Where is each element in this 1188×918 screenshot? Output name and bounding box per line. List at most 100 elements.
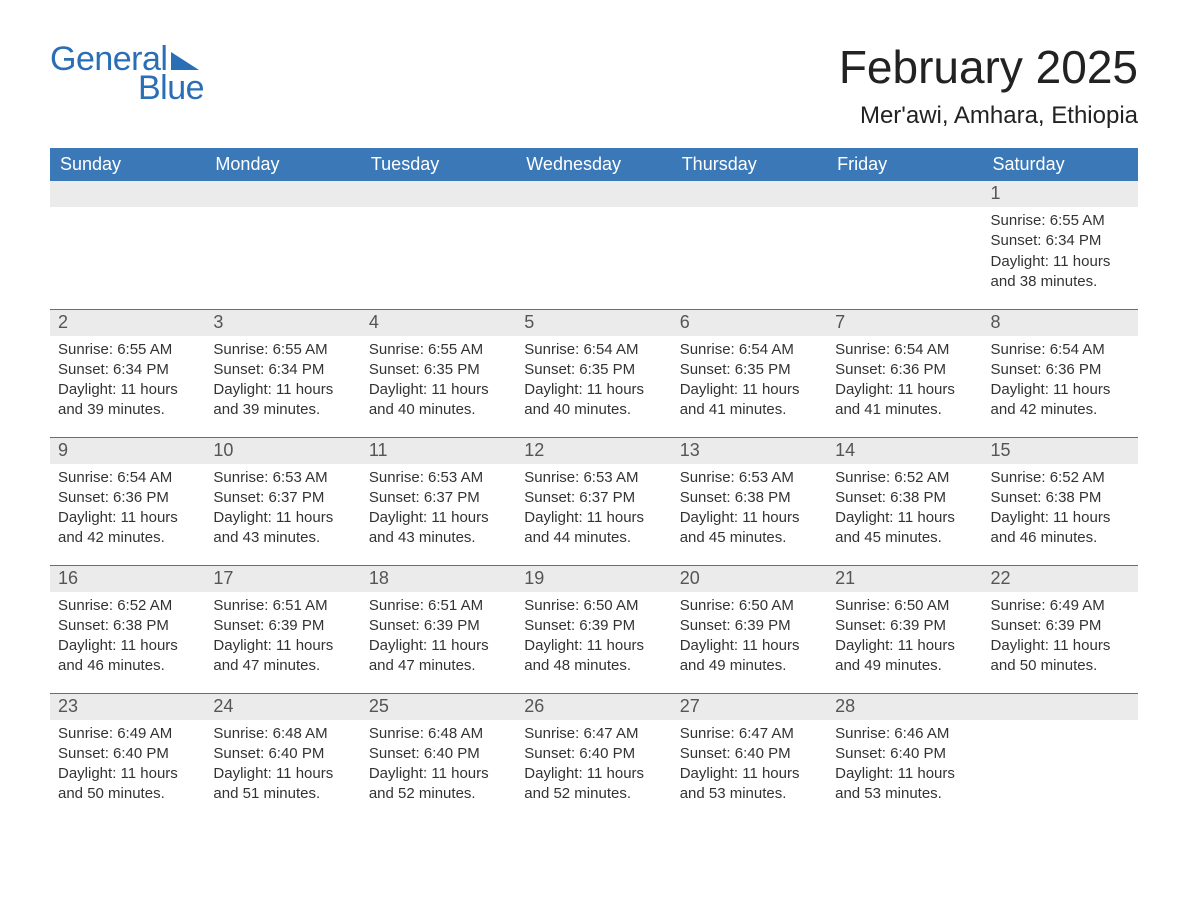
- day-number-empty: [50, 181, 205, 207]
- sunset-text: Sunset: 6:35 PM: [369, 360, 508, 380]
- sunrise-text: Sunrise: 6:48 AM: [369, 724, 508, 744]
- sunset-text: Sunset: 6:39 PM: [680, 616, 819, 636]
- day-cell: 28Sunrise: 6:46 AMSunset: 6:40 PMDayligh…: [827, 693, 982, 821]
- sunrise-text: Sunrise: 6:54 AM: [991, 340, 1130, 360]
- day-body: Sunrise: 6:55 AMSunset: 6:34 PMDaylight:…: [50, 336, 205, 425]
- day-cell: 4Sunrise: 6:55 AMSunset: 6:35 PMDaylight…: [361, 309, 516, 437]
- sunset-text: Sunset: 6:39 PM: [991, 616, 1130, 636]
- day-number: 28: [827, 694, 982, 720]
- sunset-text: Sunset: 6:34 PM: [58, 360, 197, 380]
- day-cell: 23Sunrise: 6:49 AMSunset: 6:40 PMDayligh…: [50, 693, 205, 821]
- day-number: 10: [205, 438, 360, 464]
- day-number: 22: [983, 566, 1138, 592]
- calendar-table: Sunday Monday Tuesday Wednesday Thursday…: [50, 148, 1138, 821]
- sunset-text: Sunset: 6:34 PM: [991, 231, 1130, 251]
- day-body: Sunrise: 6:52 AMSunset: 6:38 PMDaylight:…: [827, 464, 982, 553]
- daylight-text: Daylight: 11 hours and 43 minutes.: [369, 508, 508, 549]
- daylight-text: Daylight: 11 hours and 50 minutes.: [58, 764, 197, 805]
- sunrise-text: Sunrise: 6:47 AM: [680, 724, 819, 744]
- day-body: Sunrise: 6:51 AMSunset: 6:39 PMDaylight:…: [361, 592, 516, 681]
- col-saturday: Saturday: [983, 148, 1138, 181]
- daylight-text: Daylight: 11 hours and 40 minutes.: [369, 380, 508, 421]
- day-body: Sunrise: 6:53 AMSunset: 6:37 PMDaylight:…: [516, 464, 671, 553]
- day-number-empty: [361, 181, 516, 207]
- sunrise-text: Sunrise: 6:55 AM: [58, 340, 197, 360]
- day-number-empty: [983, 694, 1138, 720]
- daylight-text: Daylight: 11 hours and 42 minutes.: [58, 508, 197, 549]
- sunrise-text: Sunrise: 6:53 AM: [369, 468, 508, 488]
- day-cell: 18Sunrise: 6:51 AMSunset: 6:39 PMDayligh…: [361, 565, 516, 693]
- day-number-empty: [827, 181, 982, 207]
- logo-triangle-icon: [171, 52, 199, 70]
- sunset-text: Sunset: 6:40 PM: [835, 744, 974, 764]
- day-cell: 13Sunrise: 6:53 AMSunset: 6:38 PMDayligh…: [672, 437, 827, 565]
- sunset-text: Sunset: 6:34 PM: [213, 360, 352, 380]
- day-number: 19: [516, 566, 671, 592]
- day-cell: [205, 181, 360, 309]
- sunrise-text: Sunrise: 6:50 AM: [835, 596, 974, 616]
- day-body: Sunrise: 6:54 AMSunset: 6:35 PMDaylight:…: [516, 336, 671, 425]
- sunset-text: Sunset: 6:40 PM: [213, 744, 352, 764]
- day-cell: 19Sunrise: 6:50 AMSunset: 6:39 PMDayligh…: [516, 565, 671, 693]
- day-body: Sunrise: 6:50 AMSunset: 6:39 PMDaylight:…: [516, 592, 671, 681]
- day-body: Sunrise: 6:47 AMSunset: 6:40 PMDaylight:…: [672, 720, 827, 809]
- sunset-text: Sunset: 6:38 PM: [991, 488, 1130, 508]
- day-body: Sunrise: 6:54 AMSunset: 6:36 PMDaylight:…: [50, 464, 205, 553]
- daylight-text: Daylight: 11 hours and 39 minutes.: [58, 380, 197, 421]
- day-cell: [516, 181, 671, 309]
- day-body: Sunrise: 6:48 AMSunset: 6:40 PMDaylight:…: [205, 720, 360, 809]
- month-title: February 2025: [839, 40, 1138, 94]
- sunrise-text: Sunrise: 6:55 AM: [991, 211, 1130, 231]
- sunset-text: Sunset: 6:38 PM: [680, 488, 819, 508]
- day-body: Sunrise: 6:49 AMSunset: 6:40 PMDaylight:…: [50, 720, 205, 809]
- day-number: 1: [983, 181, 1138, 207]
- day-body: Sunrise: 6:54 AMSunset: 6:35 PMDaylight:…: [672, 336, 827, 425]
- day-body: Sunrise: 6:53 AMSunset: 6:37 PMDaylight:…: [205, 464, 360, 553]
- day-cell: [827, 181, 982, 309]
- sunset-text: Sunset: 6:40 PM: [524, 744, 663, 764]
- day-cell: [672, 181, 827, 309]
- day-cell: 10Sunrise: 6:53 AMSunset: 6:37 PMDayligh…: [205, 437, 360, 565]
- day-cell: 16Sunrise: 6:52 AMSunset: 6:38 PMDayligh…: [50, 565, 205, 693]
- sunset-text: Sunset: 6:37 PM: [213, 488, 352, 508]
- day-cell: 2Sunrise: 6:55 AMSunset: 6:34 PMDaylight…: [50, 309, 205, 437]
- day-number: 25: [361, 694, 516, 720]
- day-number: 4: [361, 310, 516, 336]
- sunrise-text: Sunrise: 6:49 AM: [991, 596, 1130, 616]
- location-subtitle: Mer'awi, Amhara, Ethiopia: [839, 102, 1138, 130]
- day-number: 2: [50, 310, 205, 336]
- week-row: 23Sunrise: 6:49 AMSunset: 6:40 PMDayligh…: [50, 693, 1138, 821]
- daylight-text: Daylight: 11 hours and 48 minutes.: [524, 636, 663, 677]
- day-cell: 7Sunrise: 6:54 AMSunset: 6:36 PMDaylight…: [827, 309, 982, 437]
- day-number: 17: [205, 566, 360, 592]
- day-cell: 17Sunrise: 6:51 AMSunset: 6:39 PMDayligh…: [205, 565, 360, 693]
- sunset-text: Sunset: 6:39 PM: [524, 616, 663, 636]
- sunset-text: Sunset: 6:36 PM: [991, 360, 1130, 380]
- day-number: 27: [672, 694, 827, 720]
- day-body: Sunrise: 6:47 AMSunset: 6:40 PMDaylight:…: [516, 720, 671, 809]
- sunset-text: Sunset: 6:40 PM: [58, 744, 197, 764]
- day-cell: 24Sunrise: 6:48 AMSunset: 6:40 PMDayligh…: [205, 693, 360, 821]
- day-number: 26: [516, 694, 671, 720]
- sunset-text: Sunset: 6:35 PM: [680, 360, 819, 380]
- sunrise-text: Sunrise: 6:53 AM: [213, 468, 352, 488]
- day-body: Sunrise: 6:54 AMSunset: 6:36 PMDaylight:…: [983, 336, 1138, 425]
- day-cell: 6Sunrise: 6:54 AMSunset: 6:35 PMDaylight…: [672, 309, 827, 437]
- sunset-text: Sunset: 6:36 PM: [58, 488, 197, 508]
- sunrise-text: Sunrise: 6:52 AM: [58, 596, 197, 616]
- day-cell: 20Sunrise: 6:50 AMSunset: 6:39 PMDayligh…: [672, 565, 827, 693]
- sunset-text: Sunset: 6:38 PM: [58, 616, 197, 636]
- day-number: 15: [983, 438, 1138, 464]
- day-number: 24: [205, 694, 360, 720]
- day-number: 21: [827, 566, 982, 592]
- day-number-empty: [516, 181, 671, 207]
- day-body: Sunrise: 6:53 AMSunset: 6:37 PMDaylight:…: [361, 464, 516, 553]
- day-cell: 14Sunrise: 6:52 AMSunset: 6:38 PMDayligh…: [827, 437, 982, 565]
- daylight-text: Daylight: 11 hours and 46 minutes.: [991, 508, 1130, 549]
- col-tuesday: Tuesday: [361, 148, 516, 181]
- sunrise-text: Sunrise: 6:53 AM: [524, 468, 663, 488]
- day-cell: 8Sunrise: 6:54 AMSunset: 6:36 PMDaylight…: [983, 309, 1138, 437]
- sunrise-text: Sunrise: 6:54 AM: [58, 468, 197, 488]
- day-body: Sunrise: 6:49 AMSunset: 6:39 PMDaylight:…: [983, 592, 1138, 681]
- logo: General Blue: [50, 40, 204, 108]
